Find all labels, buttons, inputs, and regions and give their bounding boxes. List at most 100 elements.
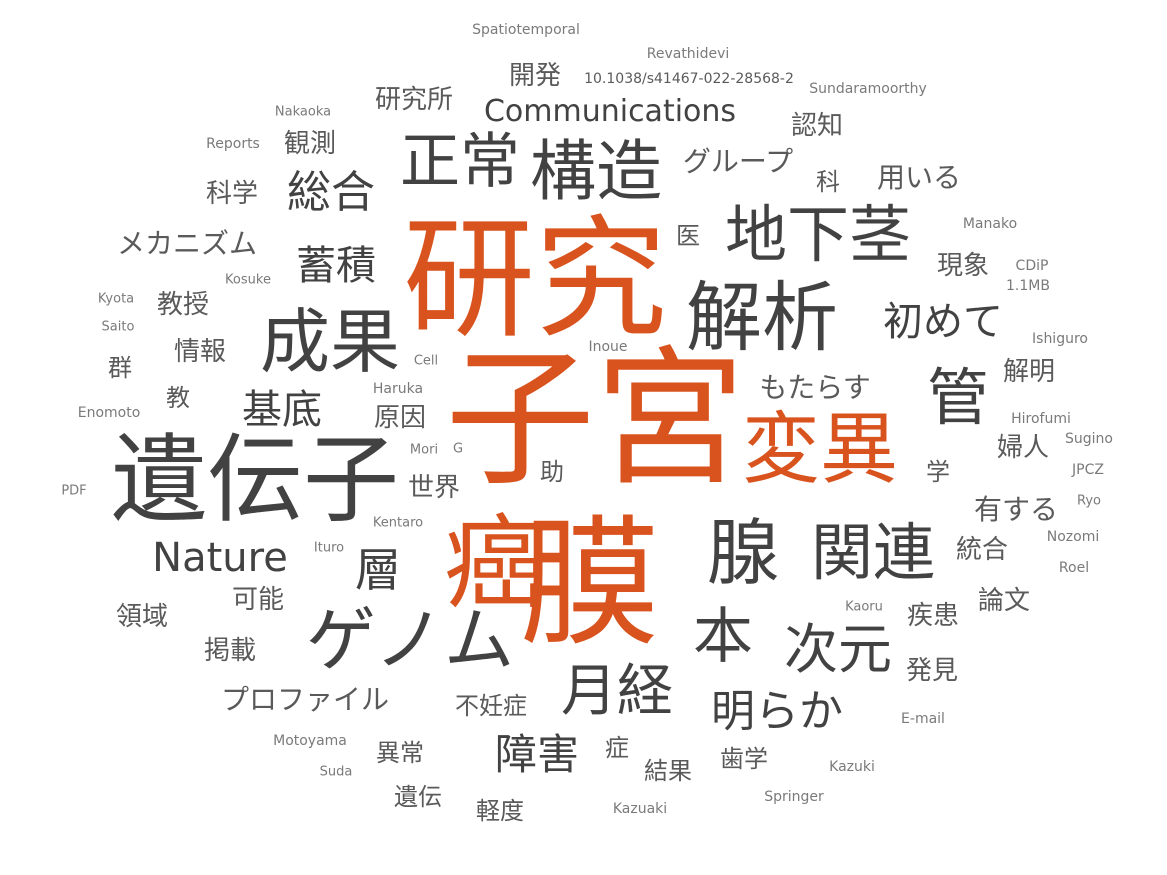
cloud-word: Kaoru (845, 599, 883, 615)
cloud-word: 論文 (977, 586, 1031, 616)
cloud-word: 10.1038/s41467-022-28568-2 (584, 71, 794, 87)
cloud-word: 科学 (205, 179, 259, 209)
cloud-word: 科 (816, 168, 840, 196)
cloud-word: 教 (166, 384, 190, 412)
cloud-word: 遺伝子 (111, 424, 399, 536)
cloud-word: Revathidevi (646, 46, 730, 62)
cloud-word: 有する (973, 493, 1059, 526)
cloud-word: CDiP (1015, 258, 1049, 274)
cloud-word: 構造 (530, 133, 662, 210)
cloud-word: 用いる (876, 161, 962, 194)
cloud-word: 領域 (115, 602, 169, 632)
cloud-word: 正常 (400, 127, 520, 197)
cloud-word: 関連 (810, 516, 936, 589)
cloud-word: Sundaramoorthy (809, 81, 927, 97)
cloud-word: 明らか (711, 686, 843, 737)
cloud-word: 世界 (407, 473, 461, 503)
cloud-word: 地下茎 (724, 198, 912, 271)
cloud-word: 管 (926, 361, 990, 434)
cloud-word: 研究所 (374, 85, 454, 115)
cloud-word: 群 (108, 354, 132, 382)
cloud-word: 子宮 (444, 333, 746, 507)
cloud-word: 助 (540, 458, 564, 486)
cloud-word: 教授 (156, 290, 210, 320)
cloud-word: 不妊症 (455, 692, 527, 720)
cloud-word: Kazuki (829, 759, 875, 775)
cloud-word: 軽度 (476, 797, 524, 825)
cloud-word: 初めて (883, 299, 1003, 345)
cloud-word: Kazuaki (612, 801, 668, 817)
cloud-word: グループ (682, 145, 794, 178)
cloud-word: 月経 (561, 659, 673, 724)
cloud-word: 症 (605, 734, 629, 762)
cloud-word: Motoyama (273, 733, 347, 749)
cloud-word: 腺 (706, 511, 780, 595)
cloud-word: 現象 (936, 251, 990, 281)
cloud-word: Nature (152, 535, 288, 581)
cloud-word: Kosuke (225, 272, 271, 288)
cloud-word: E-mail (901, 711, 945, 727)
cloud-word: Haruka (372, 381, 424, 397)
cloud-word: 学 (926, 458, 950, 486)
cloud-word: 異常 (376, 739, 424, 767)
cloud-word: 可能 (231, 585, 285, 615)
cloud-word: 結果 (644, 757, 692, 785)
cloud-word: Mori (409, 442, 439, 458)
cloud-word: 膜 (519, 503, 661, 666)
cloud-word: Sugino (1065, 431, 1113, 447)
cloud-word: Nakaoka (274, 104, 332, 120)
cloud-word: 原因 (373, 403, 427, 433)
cloud-word: 遺伝 (394, 783, 442, 811)
cloud-word: Suda (319, 764, 353, 780)
cloud-word: 研究 (403, 203, 667, 357)
cloud-word: 発見 (905, 656, 959, 686)
cloud-word: 基底 (242, 387, 322, 433)
cloud-word: 解明 (1002, 357, 1056, 387)
cloud-word: Ryo (1077, 493, 1101, 509)
cloud-word: 医 (676, 222, 700, 250)
cloud-word: 掲載 (203, 636, 257, 666)
cloud-word: 障害 (494, 730, 580, 779)
cloud-word: Communications (483, 94, 737, 129)
cloud-word: もたらす (759, 371, 871, 404)
cloud-word: Cell (413, 353, 439, 369)
cloud-word: 層 (355, 543, 401, 597)
cloud-word: 情報 (173, 337, 227, 367)
cloud-word: 解析 (686, 273, 838, 362)
cloud-word: JPCZ (1072, 462, 1104, 478)
cloud-word: 総合 (287, 167, 375, 218)
cloud-word: 開発 (508, 61, 562, 91)
cloud-word: 認知 (790, 111, 844, 141)
cloud-word: Ishiguro (1032, 331, 1088, 347)
cloud-word: G (452, 441, 464, 457)
cloud-word: Saito (101, 319, 135, 335)
cloud-word: 婦人 (996, 433, 1050, 463)
cloud-word: 歯学 (720, 745, 768, 773)
cloud-word: PDF (61, 483, 87, 499)
cloud-word: Roel (1058, 560, 1090, 576)
cloud-word: Manako (962, 216, 1018, 232)
cloud-word: 次元 (784, 618, 892, 681)
cloud-word: Reports (206, 136, 260, 152)
cloud-word: 1.1MB (1006, 278, 1050, 294)
cloud-word: 疾患 (906, 601, 960, 631)
cloud-word: Kentaro (372, 515, 424, 531)
cloud-word: 統合 (955, 535, 1009, 565)
cloud-word: Enomoto (77, 405, 141, 421)
cloud-word: 本 (693, 602, 753, 672)
cloud-word: ゲノム (306, 599, 514, 681)
cloud-word: プロファイル (220, 683, 390, 716)
cloud-word: Spatiotemporal (472, 22, 580, 38)
cloud-word: Ituro (313, 540, 345, 556)
cloud-word: 変異 (741, 405, 899, 495)
cloud-word: Hirofumi (1011, 411, 1071, 427)
cloud-word: Springer (764, 789, 824, 805)
cloud-word: Kyota (97, 291, 135, 307)
cloud-word: 蓄積 (296, 243, 376, 289)
cloud-word: 癌 (444, 505, 546, 624)
cloud-word: Inoue (588, 339, 628, 355)
cloud-word: Nozomi (1046, 529, 1100, 545)
cloud-word: メカニズム (116, 227, 258, 260)
cloud-word: 成果 (260, 301, 400, 383)
